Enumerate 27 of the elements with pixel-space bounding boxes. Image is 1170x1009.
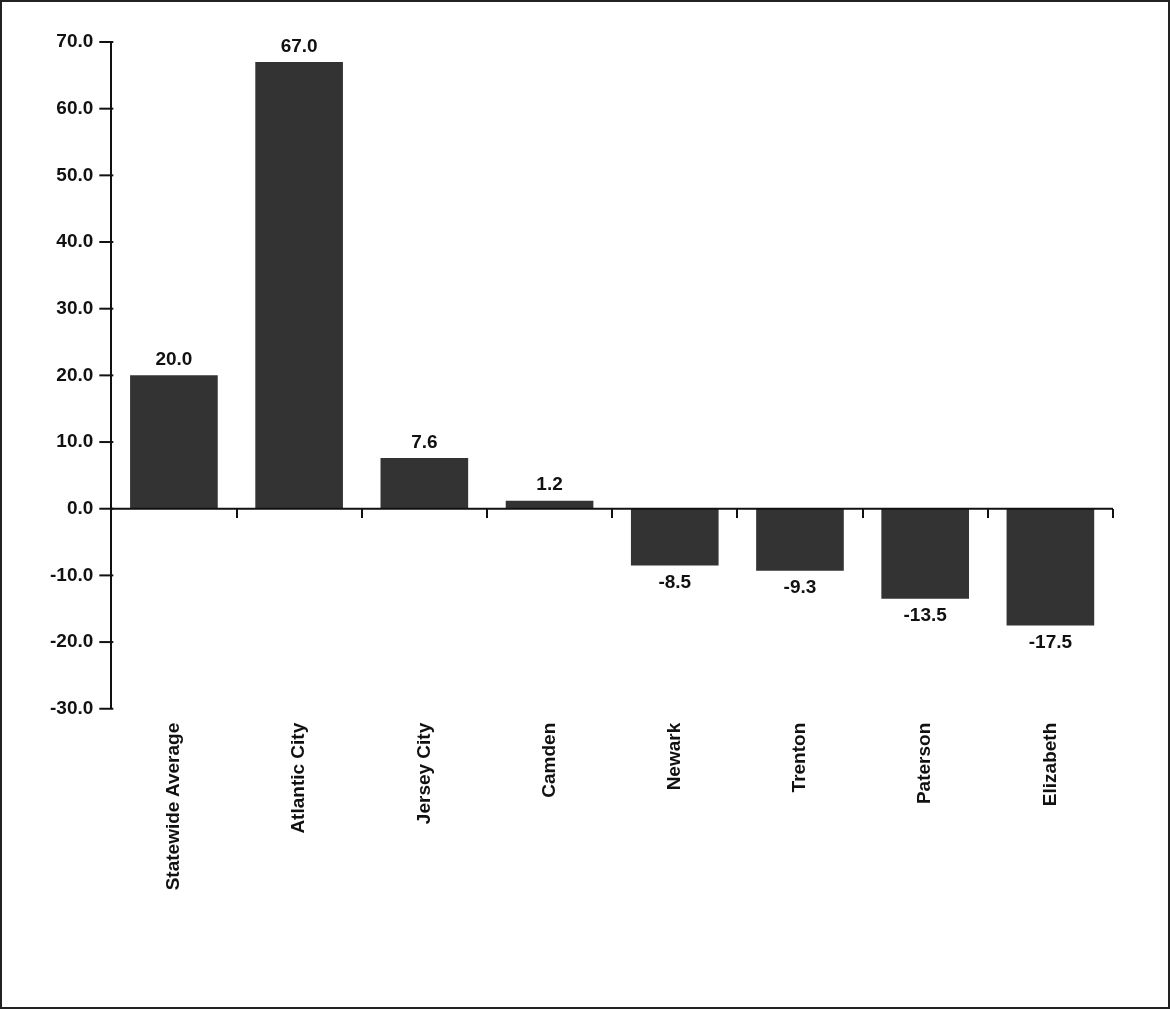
data-label: 1.2 [536,473,563,495]
data-label: -8.5 [658,571,692,593]
y-tick-label: 40.0 [56,230,94,252]
data-label: -9.3 [783,576,817,598]
y-tick-label: 10.0 [56,430,94,452]
y-tick-label: -20.0 [49,630,94,652]
y-tick-label: -30.0 [49,696,94,718]
x-tick-label: Paterson [913,722,935,805]
data-label: -17.5 [1028,631,1073,653]
y-tick-label: 20.0 [56,363,94,385]
x-tick-label: Elizabeth [1038,722,1060,807]
x-tick-label: Jersey City [412,722,434,825]
x-tick-label: Trenton [788,722,810,793]
y-tick-label: 50.0 [56,163,94,185]
x-tick-label: Atlantic City [287,722,309,834]
data-label: 67.0 [280,34,318,56]
y-tick-label: 30.0 [56,296,94,318]
data-label: 7.6 [411,430,438,452]
y-tick-label: 70.0 [56,30,94,52]
data-label: -13.5 [903,604,948,626]
y-tick-label: 0.0 [66,496,94,518]
y-tick-label: -10.0 [49,563,94,585]
x-tick-label: Camden [537,722,559,798]
data-label: 20.0 [155,348,193,370]
x-tick-label: Newark [662,722,684,791]
y-tick-label: 60.0 [56,96,94,118]
x-tick-label: Statewide Average [162,722,184,891]
